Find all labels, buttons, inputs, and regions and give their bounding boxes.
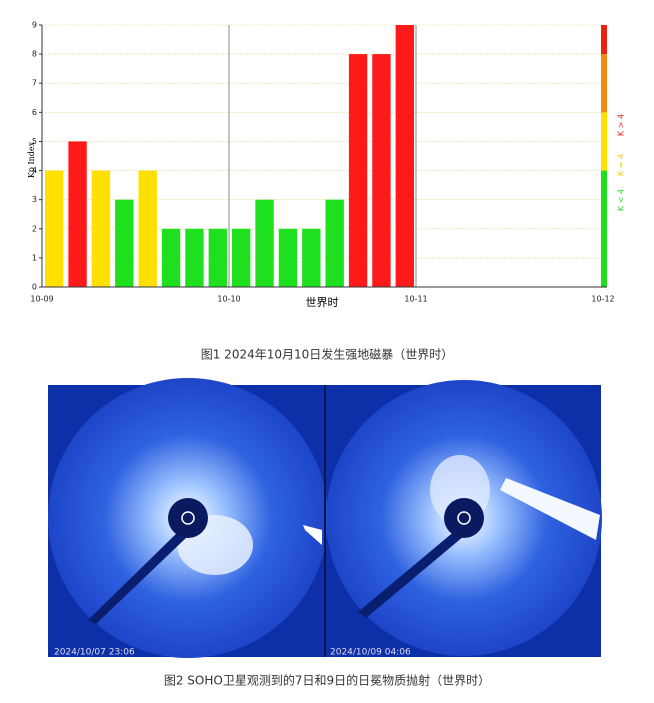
bar [348,54,368,287]
solar-images: 2024/10/07 23:06 2024/10/09 04:06 [48,378,602,658]
bar [325,199,344,287]
scale-band [601,112,607,171]
streamer [303,525,322,545]
bar [208,228,227,287]
x-tick-label: 10-09 [30,295,53,304]
x-tick-label: 10-11 [404,295,427,304]
y-tick-label: 7 [32,79,37,88]
y-tick-label: 5 [32,137,37,146]
bar [255,199,274,287]
scale-label: K < 4 [617,189,626,211]
bar [138,170,157,287]
caption: 图1 2024年10月10日发生强地磁暴（世界时） [201,347,454,362]
occulter [168,498,208,538]
occulter [444,498,484,538]
y-tick-label: 4 [32,166,37,175]
bar [395,25,414,287]
x-tick-label: 10-10 [217,295,240,304]
bar [232,228,251,287]
panel-left [48,378,328,658]
bar [372,54,391,287]
scale-band [601,54,607,113]
y-axis-label: Kp Index [27,141,36,178]
streamer [500,478,600,540]
pylon [358,530,464,618]
bar [115,199,134,287]
bar [91,170,111,287]
scale-band [601,170,607,287]
panel-right [326,380,602,656]
y-tick-label: 3 [32,195,37,204]
sun-marker [181,511,195,525]
bar [161,228,181,287]
bar [302,228,321,287]
bar [45,170,64,287]
y-tick-label: 1 [32,253,37,262]
scale-label: K > 4 [617,114,626,136]
sun-marker [457,511,471,525]
scale-label: K = 4 [617,154,626,176]
y-tick-label: 0 [32,283,37,292]
pylon [88,530,188,624]
x-axis-label: 世界时 [306,296,339,309]
caption: 图2 SOHO卫星观测到的7日和9日的日冕物质抛射（世界时） [164,673,490,688]
bar [278,228,298,287]
y-tick-label: 9 [32,21,37,30]
x-tick-label: 10-12 [591,295,614,304]
y-tick-label: 8 [32,50,37,59]
y-tick-label: 6 [32,108,37,117]
image-stamp: 2024/10/09 04:06 [330,648,411,658]
bar [185,228,204,287]
bar [68,141,87,287]
y-tick-label: 2 [32,224,37,233]
scale-band [601,25,607,55]
image-stamp: 2024/10/07 23:06 [54,648,135,658]
